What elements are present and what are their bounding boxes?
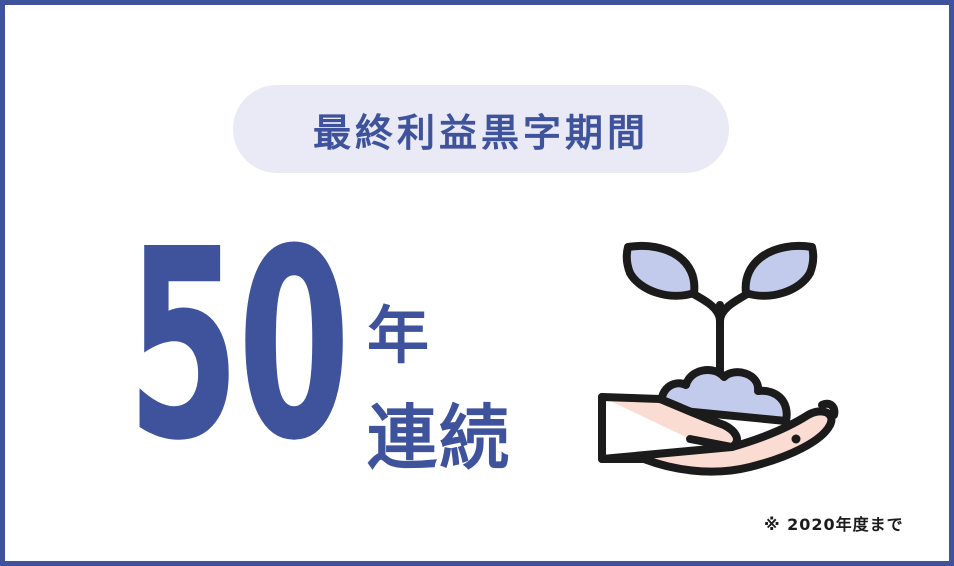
period-label-pill: 最終利益黒字期間 — [233, 85, 729, 173]
open-hand — [598, 393, 836, 476]
thumb-tip — [818, 399, 839, 419]
consecutive-label: 連続 — [367, 397, 511, 479]
right-leaf — [741, 241, 818, 300]
years-count: 50 — [127, 193, 351, 498]
footnote: ※ 2020年度まで — [764, 515, 904, 534]
period-label: 最終利益黒字期間 — [312, 110, 649, 155]
left-leaf — [622, 241, 699, 300]
seedling-in-hand-icon — [598, 241, 839, 476]
soil-mound — [657, 366, 791, 425]
years-unit: 年 — [367, 299, 430, 372]
hand-detail-dot — [791, 434, 801, 444]
